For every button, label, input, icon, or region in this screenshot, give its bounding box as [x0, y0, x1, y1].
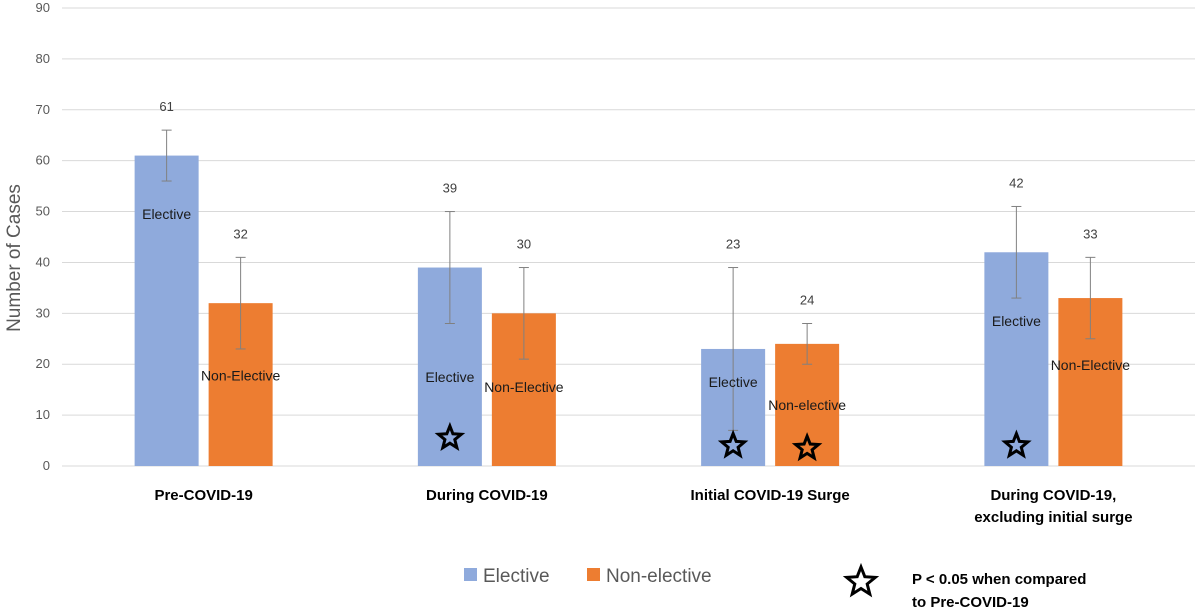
- legend: Elective Non-elective: [464, 566, 712, 587]
- significance-star-icon: [717, 429, 749, 459]
- data-labels: 61 Elective 32 Non-Elective 39 Elective 30 Non-…: [142, 99, 1130, 413]
- bar-inner-label: Elective: [142, 206, 191, 222]
- y-axis-ticks: 0 10 20 30 40 50 60 70 80 90: [36, 0, 50, 473]
- y-tick-label: 60: [36, 153, 50, 168]
- data-label: 32: [233, 226, 247, 241]
- y-tick-label: 90: [36, 0, 50, 15]
- significance-note-line-1: P < 0.05 when compared: [912, 571, 1086, 588]
- data-label: 61: [159, 99, 173, 114]
- legend-swatch-non-elective: [587, 568, 600, 581]
- category-label: During COVID-19: [426, 487, 548, 504]
- data-label: 42: [1009, 175, 1023, 190]
- data-label: 39: [443, 181, 457, 196]
- bar-inner-label: Non-Elective: [484, 379, 564, 395]
- bar-inner-label: Elective: [709, 374, 758, 390]
- y-tick-label: 80: [36, 51, 50, 66]
- bar-inner-label: Non-Elective: [1051, 357, 1131, 373]
- data-label: 30: [517, 237, 531, 252]
- y-tick-label: 30: [36, 305, 50, 320]
- significance-note: P < 0.05 when compared to Pre-COVID-19: [842, 562, 1086, 611]
- significance-note-line-2: to Pre-COVID-19: [912, 594, 1029, 611]
- bar-inner-label: Non-Elective: [201, 367, 281, 383]
- y-tick-label: 20: [36, 356, 50, 371]
- category-label: Initial COVID-19 Surge: [691, 487, 850, 504]
- error-bars: [161, 129, 1096, 431]
- significance-star-icon: [1001, 429, 1032, 459]
- data-label: 23: [726, 237, 740, 252]
- y-tick-label: 70: [36, 102, 50, 117]
- data-label: 24: [800, 293, 814, 308]
- category-label: During COVID-19,: [990, 487, 1116, 504]
- significance-star-icon: [842, 562, 880, 598]
- legend-label-non-elective: Non-elective: [606, 566, 712, 587]
- significance-star-icon: [791, 432, 823, 462]
- bars: [134, 155, 1123, 467]
- bar-inner-label: Elective: [992, 313, 1041, 329]
- bar-inner-label: Non-elective: [768, 397, 846, 413]
- data-label: 33: [1083, 226, 1097, 241]
- y-tick-label: 10: [36, 407, 50, 422]
- legend-label-elective: Elective: [483, 566, 550, 587]
- y-tick-label: 0: [43, 458, 50, 473]
- legend-swatch-elective: [464, 568, 477, 581]
- significance-stars: [434, 421, 1032, 462]
- bar-inner-label: Elective: [425, 369, 474, 385]
- category-label: Pre-COVID-19: [154, 487, 252, 504]
- category-labels: Pre-COVID-19 During COVID-19 Initial COVID…: [154, 487, 1132, 526]
- y-tick-label: 50: [36, 204, 50, 219]
- y-tick-label: 40: [36, 254, 50, 269]
- significance-star-icon: [434, 421, 466, 452]
- y-axis-label: Number of Cases: [4, 184, 25, 332]
- bar: [134, 155, 199, 467]
- category-label: excluding initial surge: [974, 509, 1132, 526]
